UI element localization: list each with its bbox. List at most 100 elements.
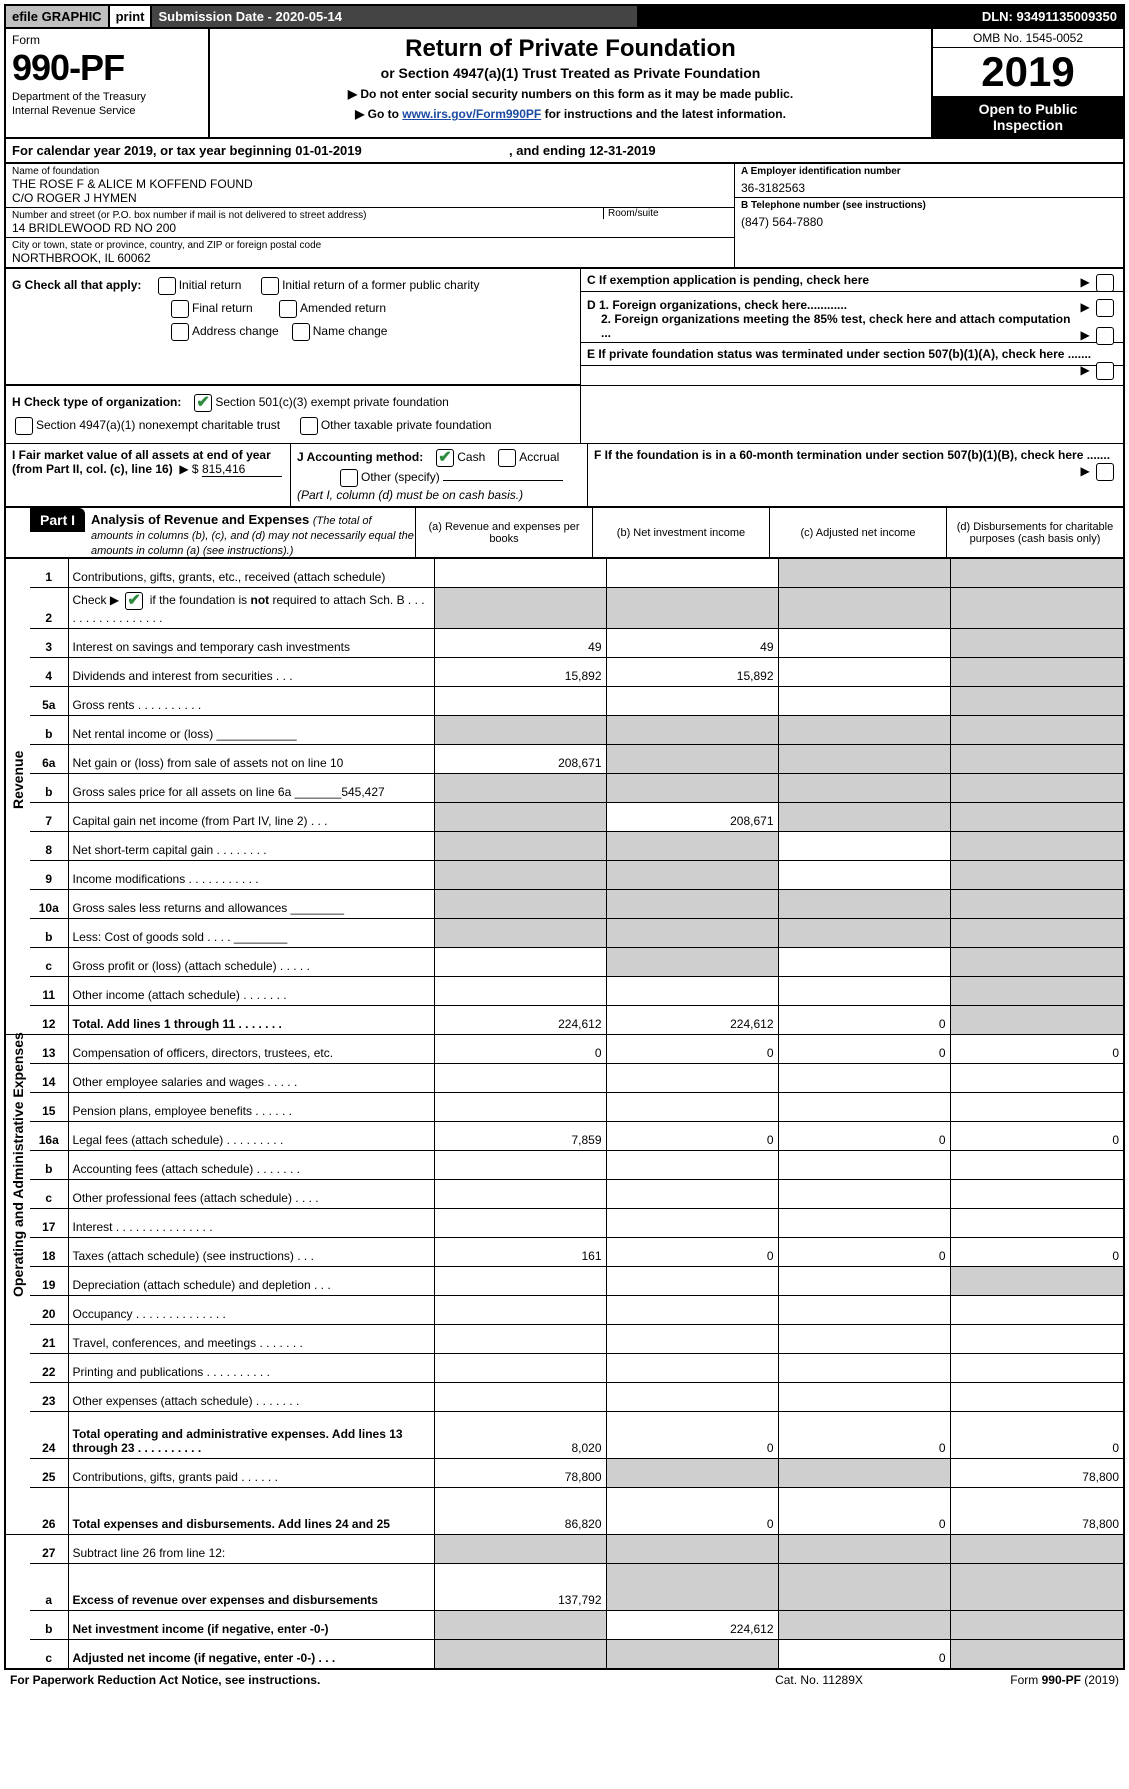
row-label: Capital gain net income (from Part IV, l… bbox=[68, 803, 434, 832]
g-initial-former-checkbox[interactable] bbox=[261, 277, 279, 295]
f-checkbox[interactable] bbox=[1096, 463, 1114, 481]
g-o1: Initial return bbox=[179, 278, 242, 292]
row-number: 24 bbox=[30, 1412, 68, 1459]
data-cell bbox=[778, 1459, 950, 1488]
g-initial-return-checkbox[interactable] bbox=[158, 277, 176, 295]
row-number: 3 bbox=[30, 629, 68, 658]
j-cash-checkbox[interactable] bbox=[436, 449, 454, 467]
goto-suffix: for instructions and the latest informat… bbox=[541, 107, 786, 121]
row-label: Check ▶ if the foundation is not require… bbox=[68, 588, 434, 629]
schB-checkbox[interactable] bbox=[125, 592, 143, 610]
data-cell: 0 bbox=[606, 1122, 778, 1151]
h-row: H Check type of organization: Section 50… bbox=[12, 393, 574, 413]
row-label: Depreciation (attach schedule) and deple… bbox=[68, 1267, 434, 1296]
g-name-change-checkbox[interactable] bbox=[292, 323, 310, 341]
c-row: C If exemption application is pending, c… bbox=[581, 269, 1123, 292]
e-checkbox[interactable] bbox=[1096, 362, 1114, 380]
e-label: E If private foundation status was termi… bbox=[587, 347, 1091, 361]
c-checkbox[interactable] bbox=[1096, 274, 1114, 292]
h-4947-checkbox[interactable] bbox=[15, 417, 33, 435]
h-o3: Other taxable private foundation bbox=[321, 418, 492, 432]
data-cell bbox=[606, 1151, 778, 1180]
row-label: Interest on savings and temporary cash i… bbox=[68, 629, 434, 658]
row-number: 9 bbox=[30, 861, 68, 890]
data-cell bbox=[606, 1267, 778, 1296]
row-number: 7 bbox=[30, 803, 68, 832]
row-label: Excess of revenue over expenses and disb… bbox=[68, 1564, 434, 1611]
row-label: Other expenses (attach schedule) . . . .… bbox=[68, 1383, 434, 1412]
data-cell bbox=[950, 1180, 1123, 1209]
data-cell bbox=[434, 559, 606, 588]
data-cell bbox=[778, 919, 950, 948]
print-label[interactable]: print bbox=[110, 6, 153, 27]
data-cell bbox=[434, 1535, 606, 1564]
data-cell bbox=[950, 832, 1123, 861]
row-label: Gross profit or (loss) (attach schedule)… bbox=[68, 948, 434, 977]
data-cell: 208,671 bbox=[434, 745, 606, 774]
h-other-checkbox[interactable] bbox=[300, 417, 318, 435]
data-cell: 0 bbox=[606, 1412, 778, 1459]
data-cell bbox=[434, 948, 606, 977]
data-cell bbox=[434, 803, 606, 832]
data-cell bbox=[434, 1093, 606, 1122]
addr-label: Number and street (or P.O. box number if… bbox=[12, 210, 599, 221]
f-block: F If the foundation is in a 60-month ter… bbox=[588, 444, 1123, 506]
data-cell bbox=[950, 803, 1123, 832]
g-address-change-checkbox[interactable] bbox=[171, 323, 189, 341]
row-label: Other employee salaries and wages . . . … bbox=[68, 1064, 434, 1093]
row-number: b bbox=[30, 919, 68, 948]
j-o1: Cash bbox=[457, 450, 485, 464]
g-final-return-checkbox[interactable] bbox=[171, 300, 189, 318]
part1-tab: Part I bbox=[30, 508, 85, 532]
row-label: Total operating and administrative expen… bbox=[68, 1412, 434, 1459]
data-cell: 0 bbox=[606, 1035, 778, 1064]
row-number: 2 bbox=[30, 588, 68, 629]
data-cell: 137,792 bbox=[434, 1564, 606, 1611]
j-other-checkbox[interactable] bbox=[340, 469, 358, 487]
data-cell: 0 bbox=[434, 1035, 606, 1064]
data-cell bbox=[778, 1064, 950, 1093]
data-cell bbox=[950, 1093, 1123, 1122]
row-number: b bbox=[30, 1151, 68, 1180]
data-cell: 224,612 bbox=[434, 1006, 606, 1035]
data-cell: 224,612 bbox=[606, 1006, 778, 1035]
footer-mid: Cat. No. 11289X bbox=[719, 1673, 919, 1687]
row-number: 17 bbox=[30, 1209, 68, 1238]
data-cell: 7,859 bbox=[434, 1122, 606, 1151]
data-cell bbox=[950, 1151, 1123, 1180]
top-row: efile GRAPHIC print Submission Date - 20… bbox=[6, 6, 1123, 29]
j-accrual-checkbox[interactable] bbox=[498, 449, 516, 467]
row-label: Income modifications . . . . . . . . . .… bbox=[68, 861, 434, 890]
data-cell bbox=[606, 745, 778, 774]
open-line1: Open to Public bbox=[933, 101, 1123, 117]
data-cell bbox=[434, 1354, 606, 1383]
row-number: 18 bbox=[30, 1238, 68, 1267]
data-cell bbox=[606, 1209, 778, 1238]
d2-checkbox[interactable] bbox=[1096, 327, 1114, 345]
row-number: c bbox=[30, 1640, 68, 1669]
data-cell bbox=[778, 977, 950, 1006]
row-number: 25 bbox=[30, 1459, 68, 1488]
data-cell: 49 bbox=[434, 629, 606, 658]
data-cell bbox=[778, 588, 950, 629]
data-cell: 0 bbox=[950, 1238, 1123, 1267]
row-number: 26 bbox=[30, 1488, 68, 1535]
g-amended-checkbox[interactable] bbox=[279, 300, 297, 318]
row-number: 15 bbox=[30, 1093, 68, 1122]
data-cell: 15,892 bbox=[434, 658, 606, 687]
d1-checkbox[interactable] bbox=[1096, 299, 1114, 317]
h-501c3-checkbox[interactable] bbox=[194, 394, 212, 412]
data-cell bbox=[950, 588, 1123, 629]
data-cell bbox=[778, 1325, 950, 1354]
calendar-year-row: For calendar year 2019, or tax year begi… bbox=[6, 139, 1123, 164]
data-cell bbox=[950, 774, 1123, 803]
i-value: 815,416 bbox=[202, 462, 282, 477]
row-number: b bbox=[30, 774, 68, 803]
row-number: 12 bbox=[30, 1006, 68, 1035]
f-label: F If the foundation is in a 60-month ter… bbox=[594, 448, 1110, 462]
city-label: City or town, state or province, country… bbox=[12, 240, 728, 251]
instructions-link[interactable]: www.irs.gov/Form990PF bbox=[402, 107, 541, 121]
g-o2: Initial return of a former public charit… bbox=[282, 278, 479, 292]
data-cell bbox=[434, 1296, 606, 1325]
row-label: Net short-term capital gain . . . . . . … bbox=[68, 832, 434, 861]
